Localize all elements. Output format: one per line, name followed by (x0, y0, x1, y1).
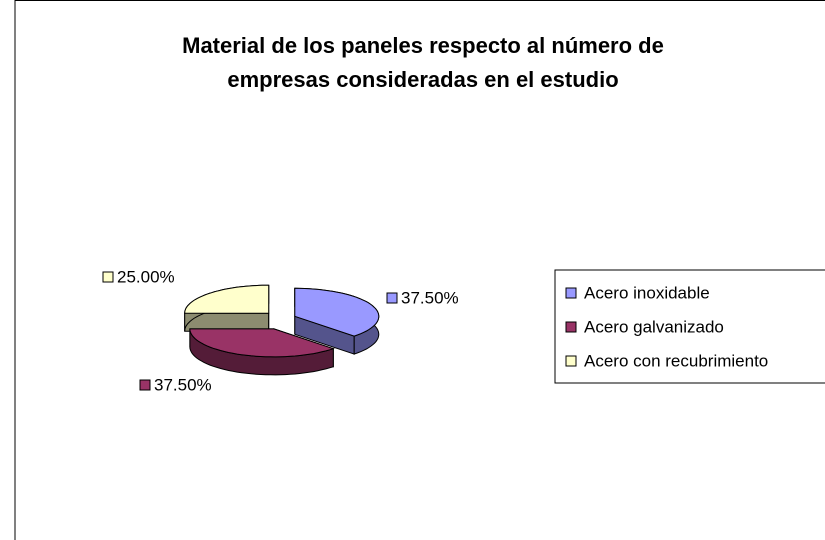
label-key (102, 271, 114, 283)
label-key (386, 292, 398, 304)
slice-top (184, 284, 270, 314)
legend-box (554, 269, 825, 384)
pie-slice (184, 284, 270, 332)
pie-slice (294, 287, 380, 355)
slice-top (294, 287, 380, 337)
data-label: 37.50% (154, 375, 212, 394)
legend-label: Acero inoxidable (584, 283, 710, 302)
chart-title: Material de los paneles respecto al núme… (182, 33, 664, 58)
legend-key (565, 321, 577, 333)
legend-key (565, 287, 577, 299)
label-key (139, 379, 151, 391)
chart-title: empresas consideradas en el estudio (227, 67, 618, 92)
pie-slice (189, 328, 335, 376)
slice-top (189, 328, 335, 358)
legend-label: Acero galvanizado (584, 317, 724, 336)
legend-key (565, 355, 577, 367)
legend-label: Acero con recubrimiento (584, 351, 768, 370)
data-label: 25.00% (117, 267, 175, 286)
data-label: 37.50% (401, 288, 459, 307)
